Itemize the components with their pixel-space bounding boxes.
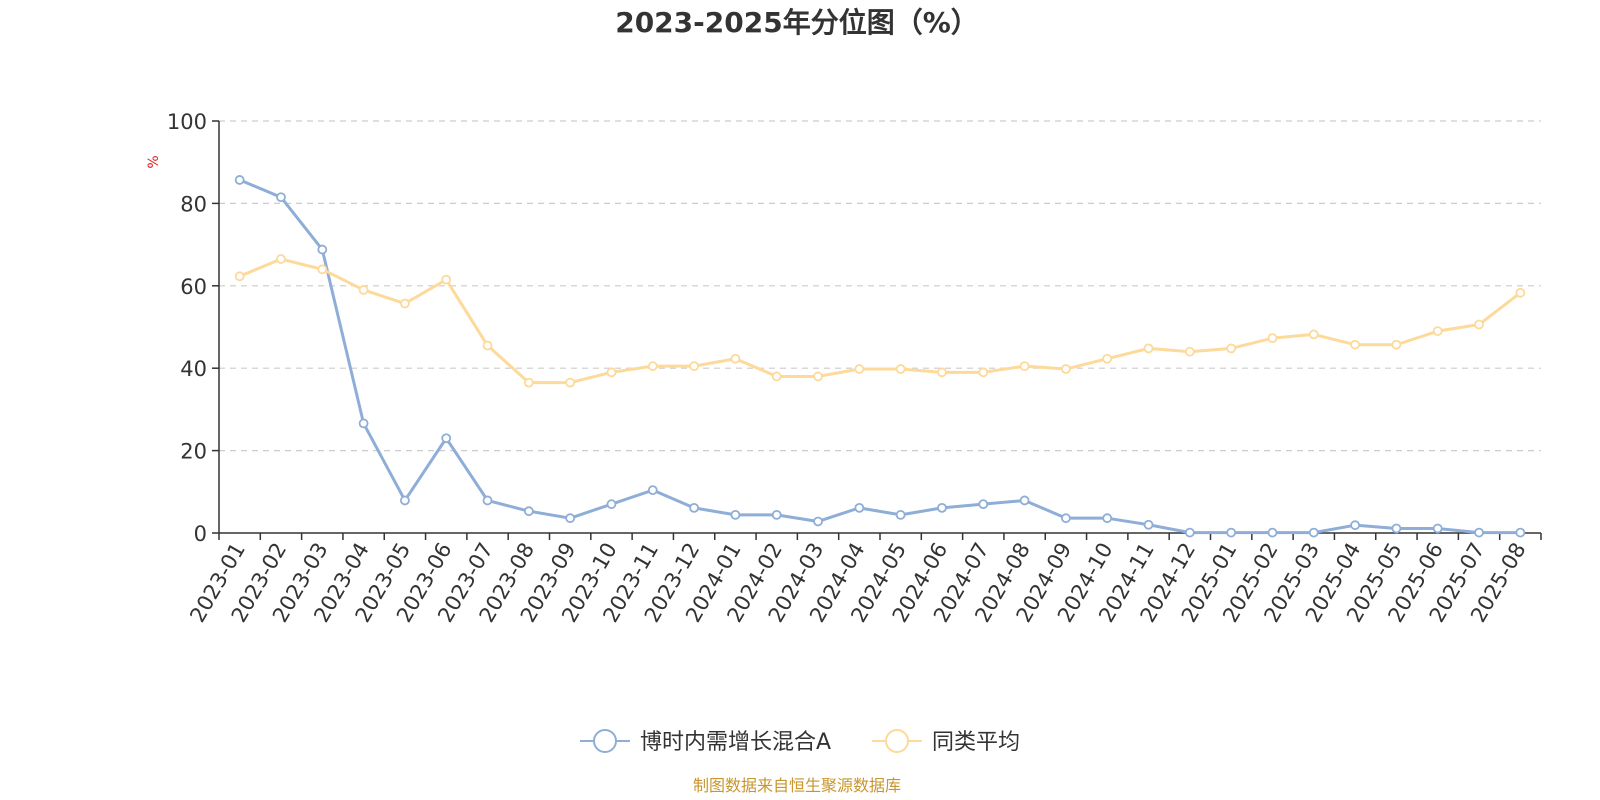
- axes: [218, 121, 1541, 534]
- data-point: [441, 433, 452, 444]
- series-0: [234, 175, 1526, 538]
- data-point: [1350, 339, 1360, 350]
- series-1: [234, 254, 1526, 388]
- legend-marker-icon: [885, 729, 909, 753]
- data-point: [400, 495, 410, 506]
- data-point: [813, 371, 823, 382]
- y-tick-label: 100: [167, 110, 207, 134]
- data-point: [317, 244, 328, 255]
- data-point: [1019, 361, 1030, 372]
- data-point: [1102, 353, 1113, 364]
- data-point: [565, 513, 576, 524]
- data-point: [1515, 527, 1526, 538]
- data-point: [234, 175, 245, 185]
- y-tick-label: 0: [194, 522, 207, 546]
- data-point: [482, 495, 493, 506]
- data-point: [523, 506, 534, 517]
- data-point: [854, 502, 865, 513]
- y-tick-label: 80: [180, 192, 207, 216]
- grid-lines: [219, 120, 1541, 452]
- y-tick-label: 60: [180, 275, 207, 299]
- data-point: [1226, 527, 1237, 538]
- data-point: [895, 364, 906, 374]
- data-point: [689, 502, 699, 513]
- data-point: [1143, 343, 1154, 354]
- data-point: [813, 516, 823, 527]
- legend-label: 博时内需增长混合A: [640, 730, 831, 755]
- y-axis-ticks: 0 20 40 60 80 100: [167, 110, 219, 546]
- data-point: [1432, 523, 1443, 534]
- data-point: [234, 271, 245, 282]
- data-point: [565, 377, 576, 388]
- data-point: [1019, 495, 1030, 506]
- data-point: [1432, 326, 1443, 337]
- data-point: [1267, 527, 1278, 538]
- data-point: [400, 298, 410, 309]
- data-point: [1061, 364, 1071, 374]
- data-point: [771, 371, 782, 382]
- data-point: [1515, 287, 1526, 298]
- legend-label: 同类平均: [932, 730, 1020, 755]
- data-point: [1350, 520, 1360, 531]
- data-point: [441, 274, 452, 285]
- data-point: [771, 509, 782, 520]
- data-point: [854, 364, 865, 374]
- series-line: [239, 257, 1522, 385]
- data-point: [1391, 339, 1402, 350]
- series-line: [239, 178, 1521, 535]
- data-point: [647, 485, 658, 496]
- legend-marker-icon: [593, 729, 617, 753]
- data-point: [606, 367, 617, 378]
- data-point: [276, 192, 286, 203]
- data-point: [1308, 329, 1319, 340]
- y-axis-label: %: [146, 155, 162, 168]
- data-point: [1226, 343, 1237, 354]
- data-point: [895, 509, 906, 520]
- data-point: [937, 367, 947, 378]
- data-point: [1143, 519, 1154, 530]
- data-point: [276, 254, 286, 264]
- data-point: [523, 377, 534, 388]
- data-point: [317, 264, 328, 275]
- legend-item-0[interactable]: 博时内需增长混合A: [580, 729, 831, 755]
- series-lines: [234, 175, 1526, 538]
- data-point: [1391, 523, 1402, 534]
- data-point: [1308, 527, 1319, 538]
- data-point: [1474, 319, 1484, 330]
- legend: 博时内需增长混合A 同类平均: [580, 729, 1020, 755]
- source-note: 制图数据来自恒生聚源数据库: [693, 776, 901, 795]
- data-point: [1184, 346, 1195, 357]
- data-point: [937, 502, 947, 513]
- data-point: [358, 285, 369, 295]
- data-point: [730, 353, 741, 364]
- data-point: [689, 361, 699, 372]
- data-point: [358, 418, 369, 429]
- data-point: [1267, 333, 1278, 344]
- data-point: [1474, 527, 1484, 538]
- x-axis-ticks: 2023-012023-022023-032023-042023-052023-…: [185, 533, 1542, 626]
- legend-item-1[interactable]: 同类平均: [872, 729, 1020, 755]
- data-point: [1184, 527, 1195, 538]
- y-tick-label: 40: [180, 357, 207, 381]
- data-point: [606, 499, 617, 510]
- data-point: [482, 340, 493, 351]
- data-point: [978, 367, 989, 378]
- data-point: [647, 361, 658, 372]
- chart-title: 2023-2025年分位图（%）: [615, 6, 979, 39]
- y-tick-label: 20: [180, 440, 207, 464]
- data-point: [1102, 513, 1113, 524]
- data-point: [978, 499, 989, 510]
- data-point: [1061, 513, 1071, 524]
- data-point: [730, 509, 741, 520]
